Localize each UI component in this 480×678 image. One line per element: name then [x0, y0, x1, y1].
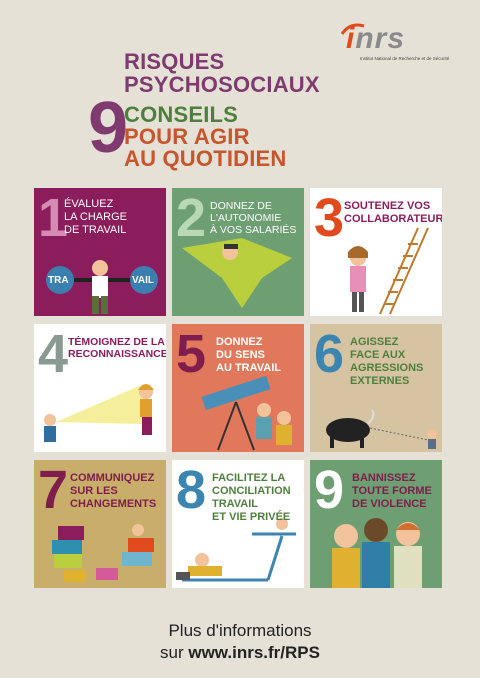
tile-9-line-1: BANNISSEZ	[352, 472, 416, 484]
tile-3-line-1: SOUTENEZ VOS	[344, 200, 431, 212]
tile-5-number: 5	[176, 324, 207, 384]
tile-6-agissez: 6 AGISSEZ FACE AUX AGRESSIONS EXTERNES	[310, 324, 442, 452]
tile-8-line-1: FACILITEZ LA	[212, 472, 286, 484]
group-illustration	[332, 518, 422, 588]
tile-6-line-3: AGRESSIONS	[350, 362, 424, 374]
tile-1-number: 1	[38, 188, 69, 248]
title-line-4: POUR AGIR	[124, 124, 250, 149]
work-life-illustration	[176, 518, 296, 582]
inrs-logo: inrs Institut National de Recherche et d…	[338, 20, 458, 64]
tile-6-number: 6	[314, 324, 345, 384]
bull-illustration	[326, 409, 437, 449]
tile-8-line-4: ET VIE PRIVÉE	[212, 511, 291, 523]
footer-url-line: sur www.inrs.fr/RPS	[0, 643, 480, 663]
blocks-illustration	[52, 524, 154, 582]
tile-4-temoignez: 4 TÉMOIGNEZ DE LA RECONNAISSANCE	[34, 324, 166, 452]
tile-5-line-2: DU SENS	[216, 349, 265, 361]
tile-1-weight-left: TRA	[48, 275, 69, 286]
tile-7-communiquez: 7 COMMUNIQUEZ SUR LES CHANGEMENTS	[34, 460, 166, 588]
tile-2-line-2: L'AUTONOMIE	[210, 212, 282, 224]
title-line-3: CONSEILS	[124, 102, 239, 127]
ladder-illustration	[348, 227, 429, 315]
tile-1-line-3: DE TRAVAIL	[64, 224, 127, 236]
tile-1-line-1: ÉVALUEZ	[64, 198, 114, 210]
tile-5-line-3: AU TRAVAIL	[216, 362, 281, 374]
tile-4-line-2: RECONNAISSANCE	[68, 348, 166, 360]
tile-8-line-2: CONCILIATION	[212, 485, 291, 497]
tile-5-line-1: DONNEZ	[216, 336, 263, 348]
tile-9-bannissez: 9 BANNISSEZ TOUTE FORME DE VIOLENCE	[310, 460, 442, 588]
tile-9-number: 9	[314, 460, 345, 520]
tile-2-number: 2	[176, 188, 207, 248]
title-line-2: PSYCHOSOCIAUX	[124, 72, 320, 97]
tile-4-number: 4	[38, 324, 69, 384]
tile-9-line-2: TOUTE FORME	[352, 485, 432, 497]
tile-2-line-3: À VOS SALARIÉS	[210, 224, 297, 236]
tile-8-line-3: TRAVAIL	[212, 498, 259, 510]
tile-6-line-1: AGISSEZ	[350, 336, 399, 348]
tile-1-evaluez: 1 ÉVALUEZ LA CHARGE DE TRAVAIL TRA VAIL	[34, 188, 166, 316]
tile-6-line-4: EXTERNES	[350, 375, 410, 387]
title-line-5: AU QUOTIDIEN	[124, 146, 287, 171]
tile-4-line-1: TÉMOIGNEZ DE LA	[68, 336, 165, 348]
footer-prefix: sur	[160, 643, 184, 662]
tile-7-number: 7	[38, 460, 69, 520]
tile-7-line-2: SUR LES	[70, 485, 118, 497]
tile-6-line-2: FACE AUX	[350, 349, 406, 361]
tile-2-autonomie: 2 DONNEZ DE L'AUTONOMIE À VOS SALARIÉS	[172, 188, 304, 316]
tile-3-number: 3	[314, 188, 345, 248]
telescope-illustration	[201, 375, 292, 451]
logo-subtitle: Institut National de Recherche et de Séc…	[360, 56, 450, 61]
title-line-1: RISQUES	[124, 49, 225, 74]
logo-wordmark: inrs	[346, 22, 406, 55]
workload-illustration	[46, 260, 158, 314]
tile-8-facilitez: 8 FACILITEZ LA CONCILIATION TRAVAIL ET V…	[172, 460, 304, 588]
tile-8-number: 8	[176, 460, 207, 520]
footer-url-link[interactable]: www.inrs.fr/RPS	[188, 643, 320, 662]
logo-swoosh-icon	[340, 23, 365, 35]
flying-figure-illustration	[182, 238, 292, 308]
footer-more-info: Plus d'informations	[168, 621, 312, 640]
tile-2-line-1: DONNEZ DE	[210, 200, 272, 212]
spotlight-illustration	[44, 384, 154, 442]
title-count: 9	[88, 88, 129, 168]
tile-5-donnez-sens: 5 DONNEZ DU SENS AU TRAVAIL	[172, 324, 304, 452]
tile-1-weight-right: VAIL	[132, 275, 155, 286]
tile-9-line-3: DE VIOLENCE	[352, 498, 427, 510]
tile-7-line-3: CHANGEMENTS	[70, 498, 157, 510]
tile-7-line-1: COMMUNIQUEZ	[70, 472, 155, 484]
tile-3-soutenez: 3 SOUTENEZ VOS COLLABORATEURS	[310, 188, 442, 316]
tile-3-line-2: COLLABORATEURS	[344, 213, 442, 225]
tile-1-line-2: LA CHARGE	[64, 211, 127, 223]
